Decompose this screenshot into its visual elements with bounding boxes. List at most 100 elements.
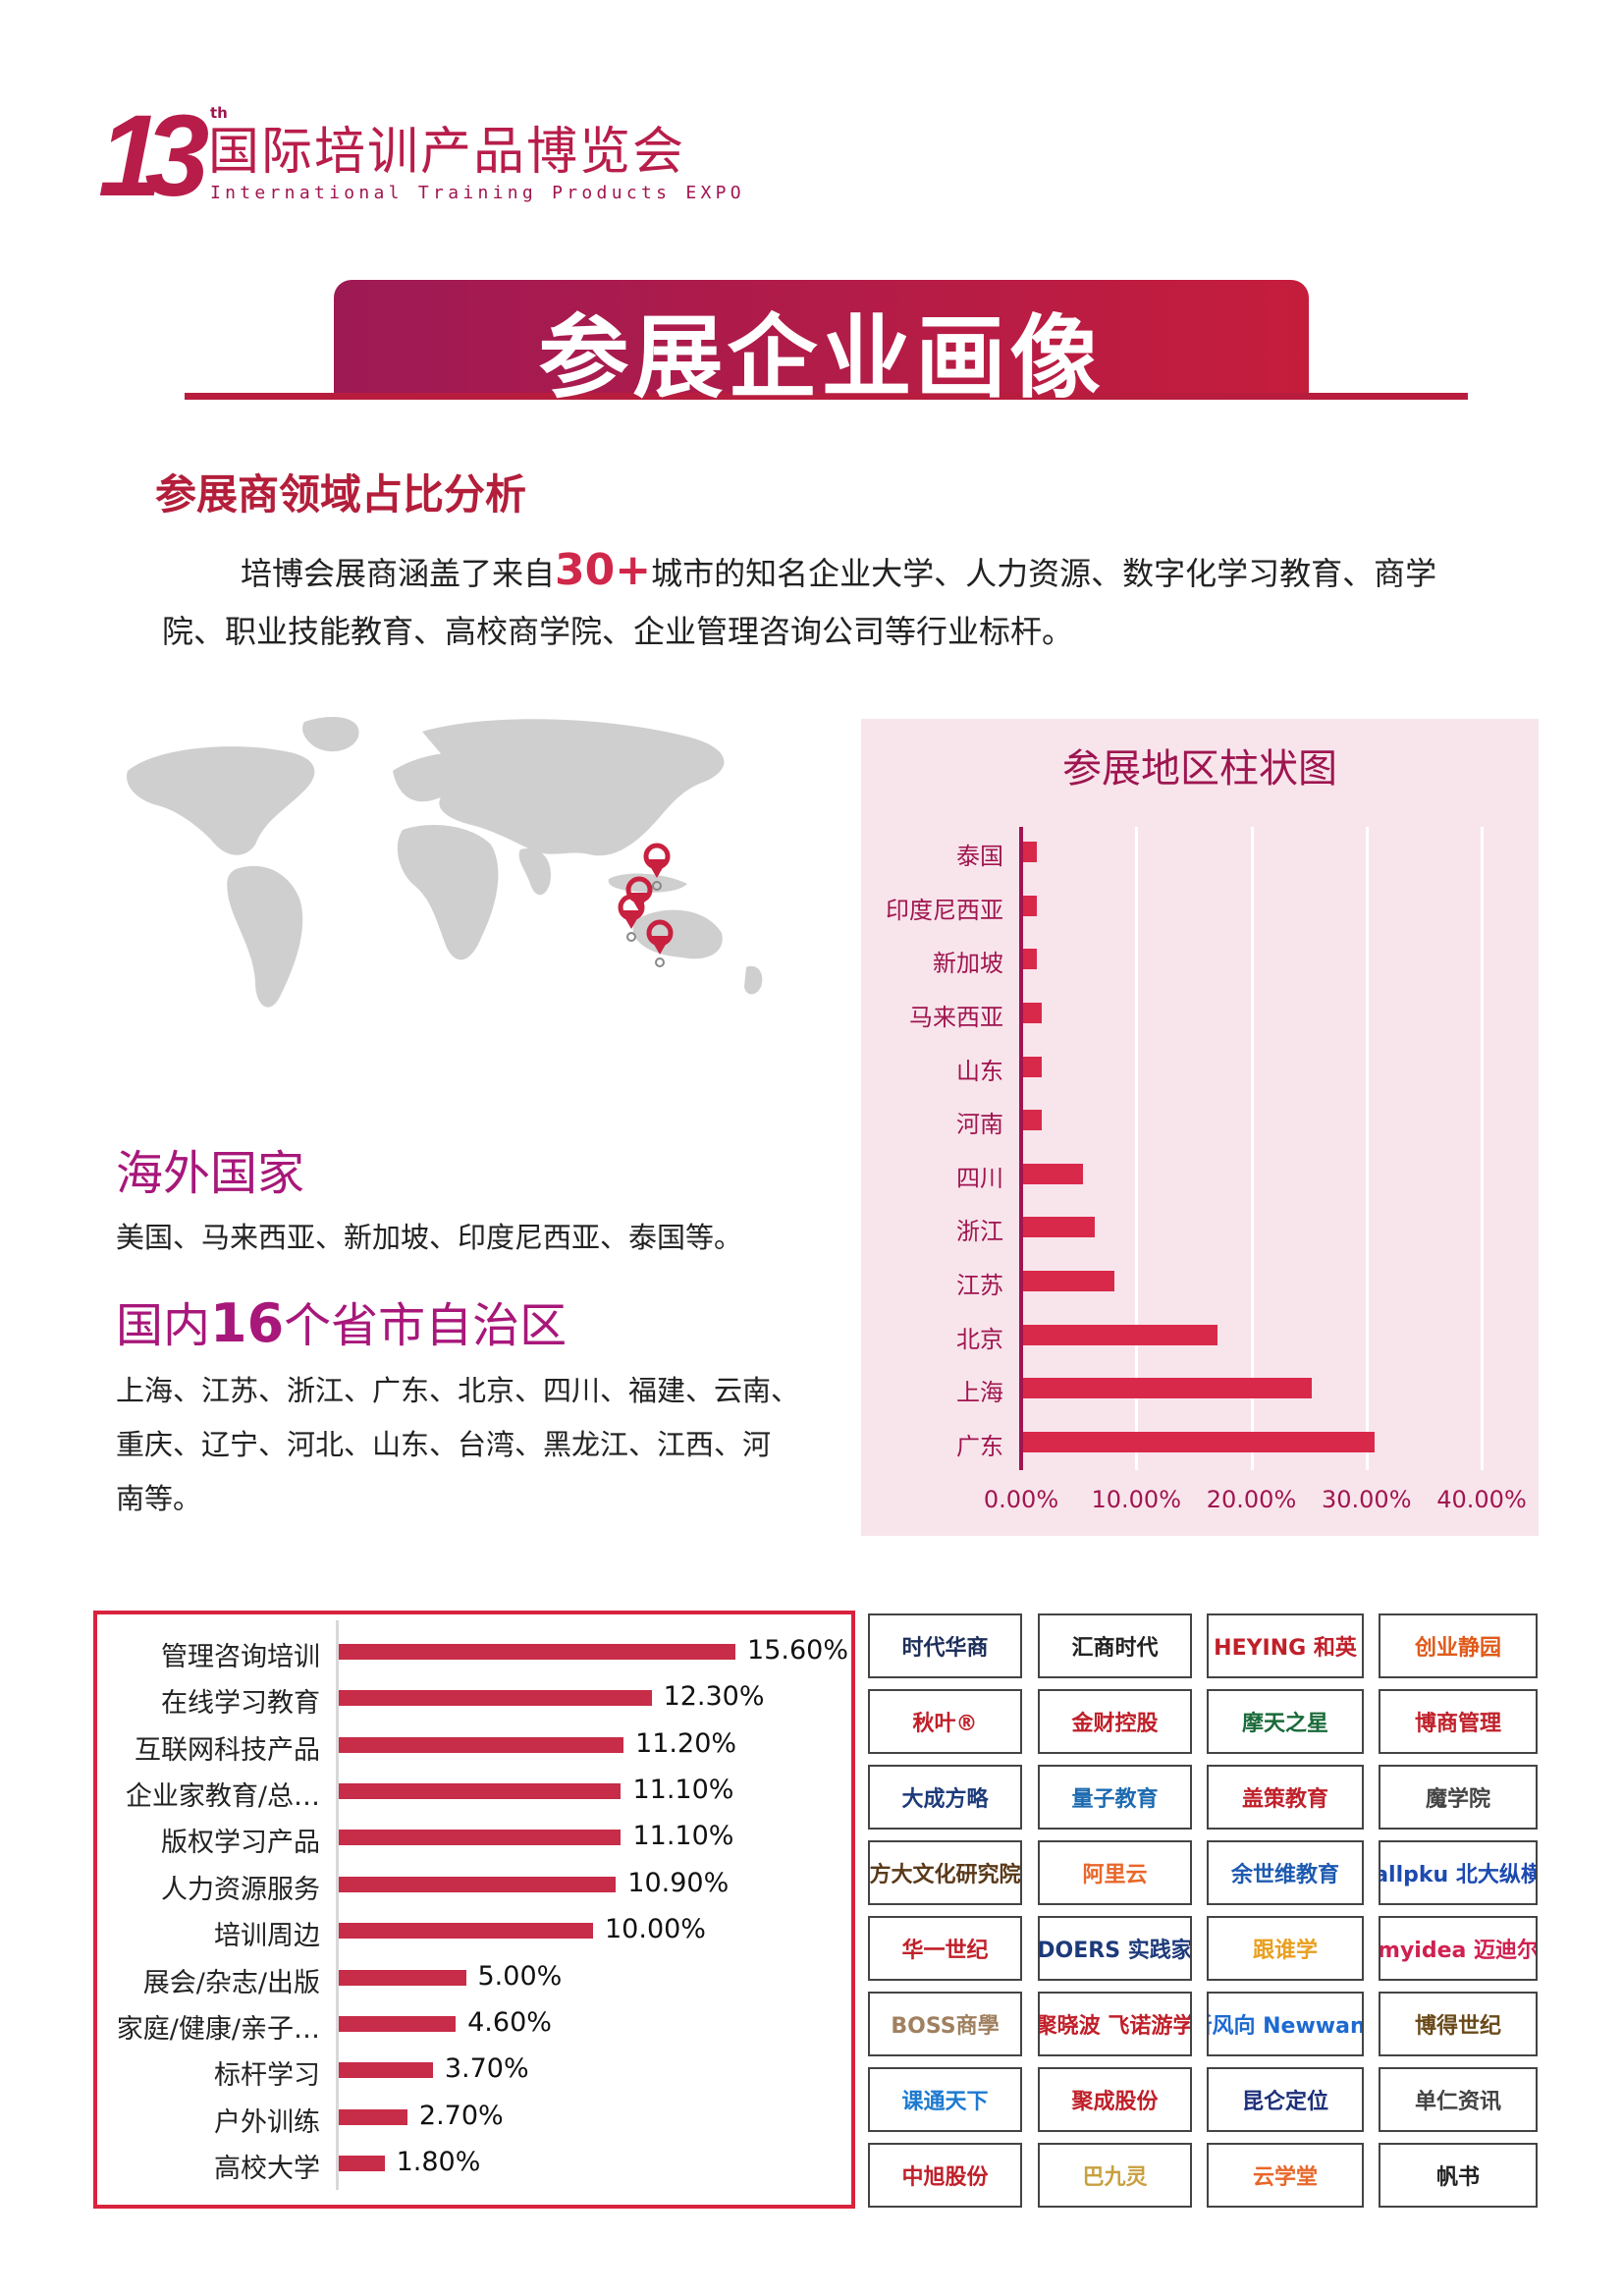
exhibitor-logo: 昆仑定位 (1207, 2067, 1364, 2132)
exhibitor-logo: 时代华商 (868, 1613, 1022, 1678)
bar (339, 2062, 433, 2079)
exhibitor-logo: 新风向 Newwane (1207, 1992, 1364, 2056)
bar (1023, 1163, 1083, 1184)
exhibitor-logo: 大成方略 (868, 1765, 1022, 1830)
bar (339, 1690, 652, 1707)
bar (1023, 1002, 1042, 1023)
category-label: 上海 (956, 1379, 1003, 1407)
y-axis-line (1019, 827, 1023, 1470)
exhibitor-logo: myidea 迈迪尔 (1379, 1916, 1538, 1981)
exhibitor-logo: 课通天下 (868, 2067, 1022, 2132)
bar (1023, 1217, 1095, 1238)
exhibitor-logo: 聚成股份 (1038, 2067, 1192, 2132)
exhibitor-logo: 单仁资讯 (1379, 2067, 1538, 2132)
exhibitor-logo: 聚晓波 飞诺游学 (1038, 1992, 1192, 2056)
logo-title-en: International Training Products EXPO (210, 183, 745, 203)
para-highlight: 30+ (555, 545, 652, 595)
para-post: 城市的知名企业大学、人力资源、数字化学习教育、商学 (651, 555, 1437, 592)
data-label: 3.70% (444, 2053, 529, 2085)
x-tick-label: 0.00% (983, 1486, 1059, 1513)
exhibitor-logo: 跟谁学 (1207, 1916, 1364, 1981)
region-chart-panel (861, 719, 1539, 1536)
category-label: 新加坡 (933, 950, 1003, 978)
domestic-heading: 国内16个省市自治区 (116, 1286, 567, 1355)
gridline (1250, 827, 1254, 1470)
logo-suffix: th (210, 104, 228, 122)
exhibitor-logo: 魔学院 (1379, 1765, 1538, 1830)
bar (339, 1969, 466, 1986)
data-label: 11.10% (632, 1821, 734, 1852)
x-tick-label: 40.00% (1436, 1486, 1527, 1513)
exhibitor-logo: BOSS商學 (868, 1992, 1022, 2056)
banner-underline (185, 393, 1468, 400)
exhibitor-logo: 方大文化研究院 (868, 1840, 1022, 1905)
exhibitor-logo: 余世维教育 (1207, 1840, 1364, 1905)
exhibitor-logo: 阿里云 (1038, 1840, 1192, 1905)
exhibitor-logo: HEYING 和英 (1207, 1613, 1364, 1678)
category-label: 家庭/健康/亲子… (116, 2013, 320, 2045)
bar (1023, 1378, 1313, 1399)
logo-number: 13 (98, 91, 209, 221)
domestic-line-2: 重庆、辽宁、河北、山东、台湾、黑龙江、江西、河 (116, 1428, 772, 1461)
exhibitor-logo: 华一世纪 (868, 1916, 1022, 1981)
category-label: 江苏 (956, 1272, 1003, 1300)
data-label: 2.70% (418, 2100, 504, 2131)
exhibitor-logo: 摩天之星 (1207, 1689, 1364, 1754)
exhibitor-logo: 汇商时代 (1038, 1613, 1192, 1678)
world-map (127, 717, 763, 1008)
exhibitor-logo: 金财控股 (1038, 1689, 1192, 1754)
bar (339, 1830, 622, 1846)
category-label: 浙江 (956, 1218, 1003, 1246)
para-pre: 培博会展商涵盖了来自 (241, 555, 556, 592)
exhibitor-logo: 创业静园 (1379, 1613, 1538, 1678)
x-tick-label: 20.00% (1206, 1486, 1297, 1513)
bar (1023, 1056, 1042, 1077)
category-label: 人力资源服务 (161, 1874, 320, 1905)
exhibitor-logo: 量子教育 (1038, 1765, 1192, 1830)
region-chart-title: 参展地区柱状图 (1062, 746, 1337, 792)
data-label: 12.30% (663, 1681, 765, 1713)
bar (339, 1644, 736, 1660)
category-label: 北京 (956, 1325, 1003, 1353)
bar (1023, 1432, 1375, 1452)
x-tick-label: 30.00% (1321, 1486, 1412, 1513)
bar (339, 1876, 617, 1892)
banner-title: 参展企业画像 (538, 305, 1105, 410)
data-label: 15.60% (747, 1635, 848, 1666)
data-label: 1.80% (396, 2147, 481, 2177)
category-label: 互联网科技产品 (135, 1734, 320, 1766)
exhibitor-logo: 盖策教育 (1207, 1765, 1364, 1830)
bar (1023, 1110, 1042, 1131)
bar (339, 2156, 385, 2171)
data-label: 11.20% (635, 1727, 737, 1759)
paragraph-line-1: 培博会展商涵盖了来自30+城市的知名企业大学、人力资源、数字化学习教育、商学 (241, 545, 1436, 595)
location-pin-icons (618, 843, 674, 967)
category-label: 马来西亚 (909, 1003, 1003, 1031)
category-label: 印度尼西亚 (886, 896, 1003, 924)
domestic-line-3: 南等。 (116, 1482, 202, 1515)
exhibitor-logo: DOERS 实践家 (1038, 1916, 1192, 1981)
section-heading: 参展商领域占比分析 (155, 470, 527, 519)
exhibitor-logo: 中旭股份 (868, 2143, 1022, 2208)
banner-background (334, 280, 1309, 396)
bar (339, 2015, 457, 2032)
domestic-heading-post: 个省市自治区 (284, 1298, 568, 1353)
category-label: 户外训练 (214, 2106, 320, 2138)
bar (1023, 842, 1038, 862)
bar (1023, 895, 1038, 916)
category-label: 在线学习教育 (161, 1688, 320, 1720)
exhibitor-logo: 秋叶® (868, 1689, 1022, 1754)
paragraph-line-2: 院、职业技能教育、高校商学院、企业管理咨询公司等行业标杆。 (162, 613, 1074, 650)
domestic-heading-pre: 国内 (116, 1298, 211, 1353)
category-label: 泰国 (956, 843, 1003, 870)
bar (339, 2108, 407, 2125)
bar (1023, 1271, 1114, 1292)
data-label: 10.00% (605, 1914, 706, 1945)
exhibitor-logo: 博得世纪 (1379, 1992, 1538, 2056)
exhibitor-logo: 云学堂 (1207, 2143, 1364, 2208)
data-label: 5.00% (477, 1960, 563, 1992)
domestic-heading-num: 16 (210, 1292, 285, 1354)
y-axis-line (336, 1620, 339, 2190)
exhibitor-logo: 博商管理 (1379, 1689, 1538, 1754)
